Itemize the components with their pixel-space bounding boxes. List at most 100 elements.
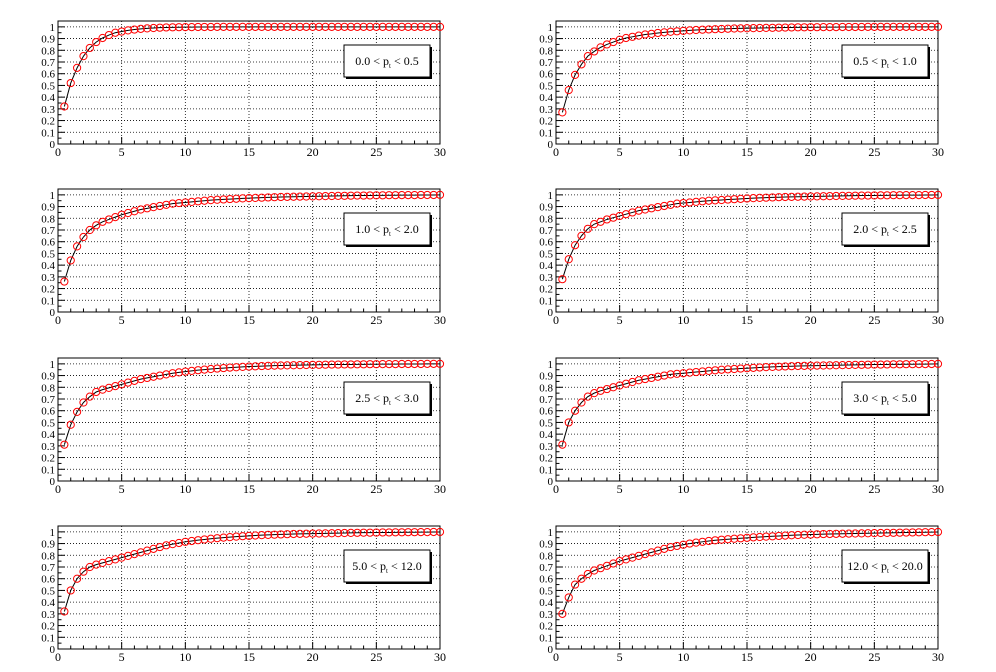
data-point: [882, 360, 892, 369]
data-point: [691, 367, 701, 377]
chart-svg: 0 5 10 15 20 25 30 00.10.20.30.40.50.60.70.80.9…: [539, 188, 944, 327]
data-point: [583, 392, 592, 401]
data-point: [755, 532, 764, 542]
data-point: [85, 392, 94, 401]
y-tick-label: 1: [548, 359, 554, 371]
y-tick-label: 0.9: [539, 539, 553, 551]
y-tick-label: 0: [50, 139, 56, 151]
y-tick-label: 1: [50, 190, 56, 202]
data-point: [60, 102, 69, 111]
data-point: [410, 528, 419, 537]
data-point: [902, 528, 911, 537]
x-tick-label: 0: [553, 482, 559, 496]
data-point: [117, 27, 126, 36]
y-tick-label: 0.7: [539, 562, 553, 574]
data-point: [232, 363, 241, 372]
data-point: [908, 360, 917, 369]
data-point: [340, 22, 349, 31]
data-point: [181, 537, 190, 546]
data-point: [187, 366, 196, 375]
data-point: [647, 373, 656, 383]
legend-box: 2.0 < pt < 2.5: [841, 212, 930, 247]
data-point: [308, 360, 317, 370]
y-tick-label: 0.2: [539, 621, 553, 633]
data-point: [564, 255, 573, 264]
data-point: [174, 538, 184, 548]
y-tick-label: 0.8: [539, 550, 553, 562]
legend-shadow: [430, 215, 432, 247]
data-point: [838, 22, 847, 32]
legend-frame: [343, 212, 431, 246]
data-point: [774, 531, 783, 541]
data-point: [838, 361, 847, 370]
data-point: [914, 528, 923, 537]
data-point: [283, 530, 292, 539]
data-point: [391, 191, 400, 200]
data-point: [321, 529, 330, 538]
data-point: [302, 360, 311, 370]
data-point: [902, 360, 911, 369]
data-point: [876, 528, 885, 538]
data-point: [353, 528, 362, 537]
data-point: [270, 22, 279, 31]
data-point: [410, 359, 419, 369]
x-tick-label: 0: [553, 650, 559, 664]
data-point: [895, 22, 904, 31]
data-point: [302, 192, 311, 201]
x-tick-label: 25: [868, 482, 880, 496]
x-tick-label: 5: [119, 145, 125, 159]
data-point: [416, 22, 425, 31]
x-tick-label: 15: [741, 482, 753, 496]
data-point: [219, 195, 228, 204]
data-point: [334, 529, 343, 538]
data-point: [174, 23, 184, 32]
data-point: [927, 190, 936, 200]
y-tick-label: 0.8: [539, 45, 553, 57]
data-point: [181, 198, 190, 207]
chart-panel: 0 5 10 15 20 25 30 0 0.1 0.2 0.3 0.4 0.5 0.6 0.7 0.8 0.9…: [511, 181, 948, 332]
y-tick-label: 0: [548, 476, 554, 488]
data-point: [921, 22, 930, 31]
data-point: [876, 360, 885, 369]
data-point: [79, 52, 88, 61]
legend-box: 2.5 < pt < 3.0: [343, 381, 432, 416]
data-point: [359, 360, 368, 369]
data-point: [346, 360, 355, 369]
data-point: [193, 366, 203, 375]
x-tick-label: 30: [932, 482, 944, 496]
data-point: [264, 22, 273, 31]
legend-shadow: [346, 245, 432, 247]
data-point: [155, 23, 164, 32]
data-point: [870, 22, 879, 31]
data-point: [774, 362, 783, 371]
y-tick-label: 0.3: [41, 104, 55, 116]
data-point: [295, 361, 305, 370]
data-point: [679, 369, 688, 378]
legend-shadow: [928, 47, 930, 79]
data-point: [162, 541, 171, 550]
data-point: [435, 359, 445, 368]
x-tick-label: 30: [434, 482, 446, 496]
data-point: [902, 22, 911, 31]
data-point: [372, 191, 381, 200]
x-tick-label: 0: [55, 650, 61, 664]
x-tick-label: 15: [243, 313, 255, 327]
chart-svg: 0 5 10 15 20 25 30 00.10.20.30.40.50.60.70.80.9…: [539, 357, 944, 496]
data-point: [908, 190, 917, 200]
data-point: [359, 528, 368, 537]
x-tick-label: 30: [434, 145, 446, 159]
legend-shadow: [844, 582, 930, 584]
data-point: [571, 70, 580, 79]
data-point: [832, 191, 841, 201]
data-point: [583, 569, 592, 579]
data-point: [832, 361, 841, 370]
x-tick-label: 5: [119, 650, 125, 664]
data-point: [749, 533, 758, 542]
legend-label: 0.5 < pt < 1.0: [853, 54, 917, 70]
data-point: [723, 195, 732, 204]
data-point: [225, 194, 234, 204]
y-tick-label: 0.3: [41, 441, 55, 453]
data-point: [793, 192, 803, 201]
data-point: [251, 531, 260, 540]
x-tick-label: 25: [868, 650, 880, 664]
